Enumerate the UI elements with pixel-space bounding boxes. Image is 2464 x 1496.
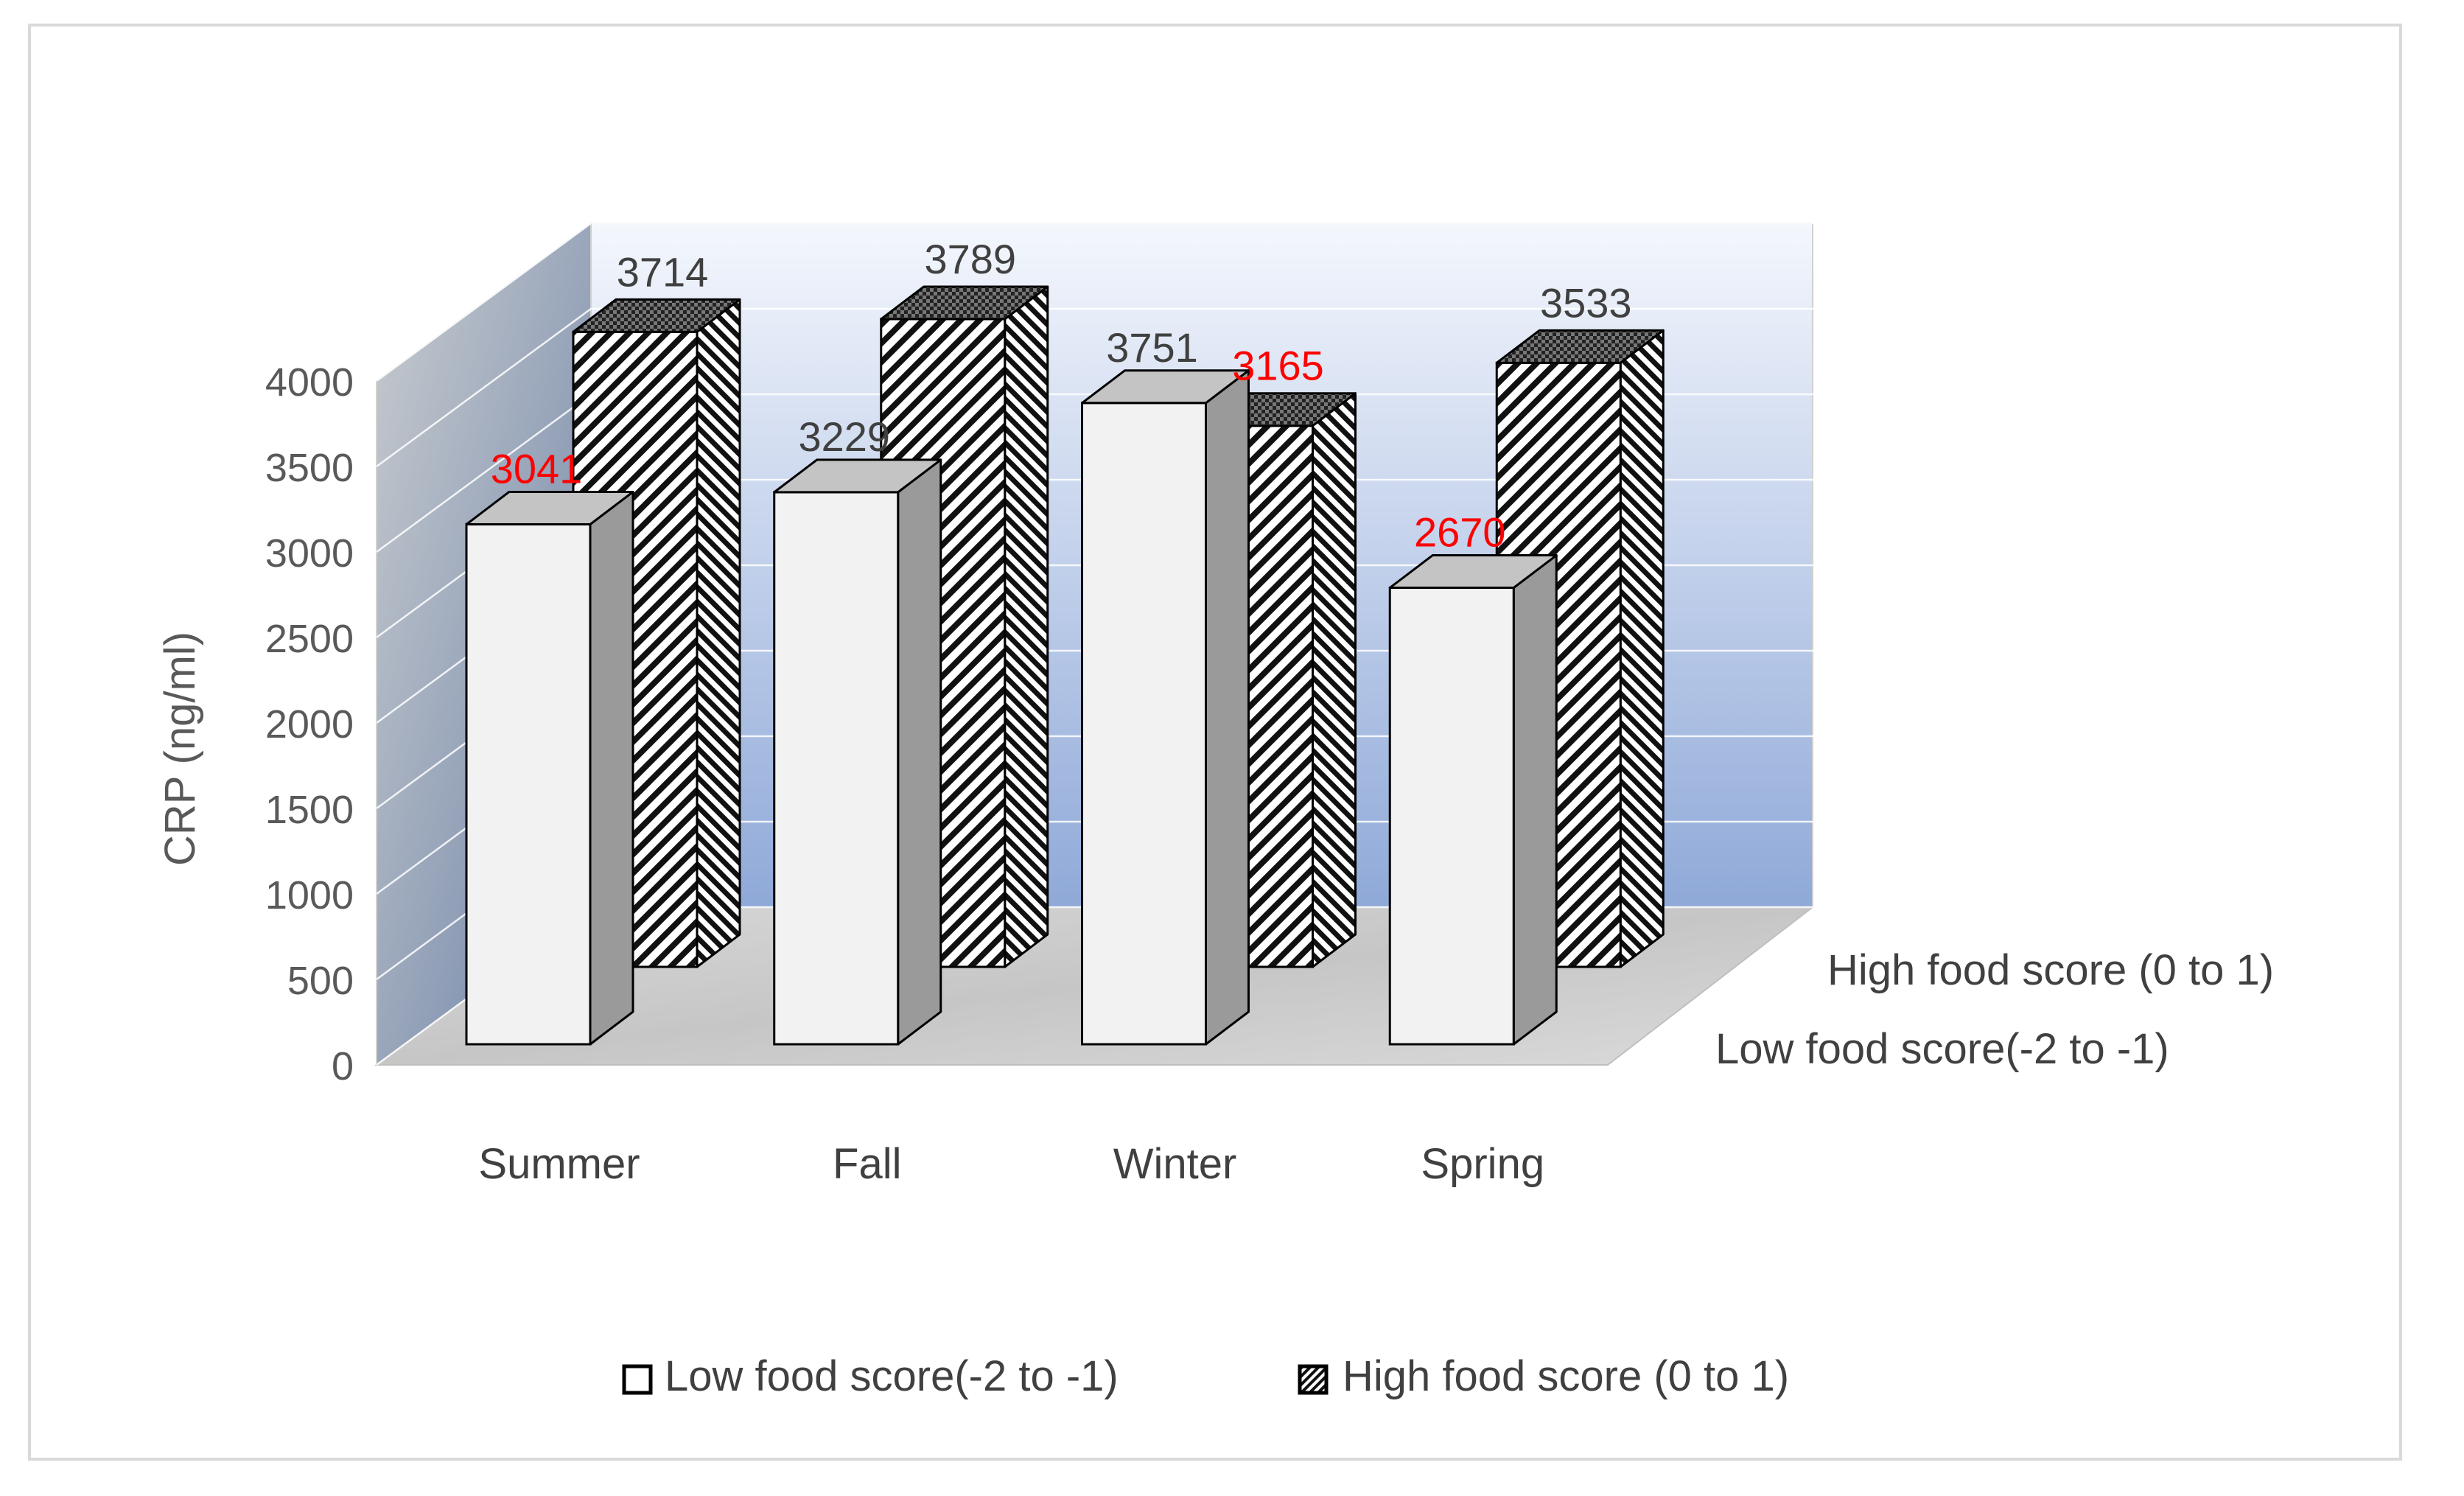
bar-low-summer-front [465,522,592,1046]
value-label-high-fall: 3789 [924,236,1016,282]
x-tick-winter: Winter [1113,1140,1237,1188]
depth-label-low: Low food score(-2 to -1) [1715,1025,2169,1073]
gridline-4000 [376,222,1821,382]
x-axis-ticks: Summer Fall Winter Spring [478,1140,1544,1188]
depth-axis-labels: High food score (0 to 1) Low food score(-… [1715,946,2274,1073]
value-label-high-winter: 3165 [1232,343,1324,389]
y-tick-2500: 2500 [265,617,354,661]
bar-high-spring-top [1495,329,1665,364]
bar-low-winter-front [1081,402,1207,1046]
bar-high-fall-side [1004,285,1049,968]
bar-low-spring [1388,554,1558,1046]
y-axis-title: CRP (ng/ml) [156,632,204,866]
chart-frame: 3714 3041 3789 3229 3165 3751 3533 2670 0 500 100… [28,24,2402,1461]
y-tick-500: 500 [287,959,354,1003]
y-tick-1500: 1500 [265,788,354,832]
x-tick-summer: Summer [478,1140,640,1188]
y-axis-ticks: 0 500 1000 1500 2000 2500 3000 3500 4000 [265,360,354,1088]
legend-item-low: Low food score(-2 to -1) [622,1352,1119,1400]
bar-high-fall-top [880,285,1049,321]
value-label-low-summer: 3041 [491,445,583,492]
bar-high-fall [880,285,1049,968]
value-labels: 3714 3041 3789 3229 3165 3751 3533 2670 [491,236,1632,556]
y-tick-1000: 1000 [265,873,354,917]
legend-label-high: High food score (0 to 1) [1343,1352,1789,1400]
value-label-low-winter: 3751 [1106,324,1198,371]
value-label-low-fall: 3229 [798,413,890,460]
legend: Low food score(-2 to -1) High food score … [622,1352,1789,1400]
bar-low-summer [465,490,634,1046]
bar-low-spring-side [1512,554,1558,1046]
gridline-3500 [376,307,1821,468]
bar-low-summer-top [465,490,634,525]
y-tick-3000: 3000 [265,531,354,576]
bar-high-spring-side [1619,329,1665,968]
bar-low-spring-front [1388,587,1515,1046]
depth-label-high: High food score (0 to 1) [1827,946,2274,994]
legend-swatch-low [622,1364,653,1395]
bar-high-summer-top [572,298,741,333]
bar-low-fall-side [897,458,942,1046]
value-label-high-spring: 3533 [1540,279,1632,326]
y-tick-0: 0 [332,1044,354,1088]
bar-low-winter [1081,369,1250,1046]
legend-swatch-high [1298,1364,1329,1395]
value-label-low-spring: 2670 [1414,509,1506,556]
legend-label-low: Low food score(-2 to -1) [665,1352,1119,1400]
bar-low-winter-top [1081,369,1250,405]
bar-low-winter-side [1205,369,1250,1046]
bar-high-winter-side [1312,392,1357,968]
y-tick-2000: 2000 [265,702,354,747]
low-food-score-bars [465,369,1558,1046]
crp-3d-column-chart: 3714 3041 3789 3229 3165 3751 3533 2670 0 500 100… [156,222,2274,1400]
y-tick-3500: 3500 [265,446,354,490]
bar-low-fall [773,458,942,1046]
x-tick-spring: Spring [1421,1140,1544,1188]
bar-low-summer-side [589,490,634,1046]
x-tick-fall: Fall [833,1140,901,1188]
bar-low-fall-top [773,458,942,494]
bar-high-summer-side [696,298,741,968]
y-tick-4000: 4000 [265,360,354,405]
bar-low-spring-top [1388,554,1558,590]
value-label-high-summer: 3714 [617,248,709,295]
legend-item-high: High food score (0 to 1) [1298,1352,1789,1400]
bar-low-fall-front [773,491,900,1046]
